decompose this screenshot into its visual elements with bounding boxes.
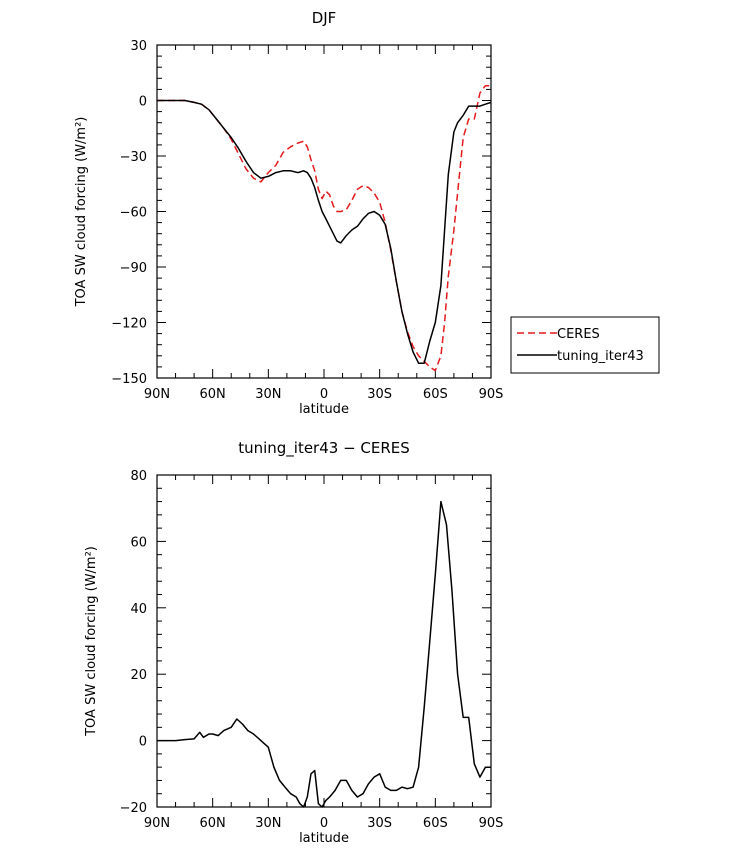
x-tick-label: 60S — [423, 816, 448, 831]
y-tick-label: −20 — [120, 801, 147, 816]
y-axis-label: TOA SW cloud forcing (W/m²) — [84, 546, 99, 737]
x-tick-label: 30S — [367, 816, 392, 831]
x-tick-label: 30S — [367, 387, 392, 402]
x-axis-label: latitude — [299, 831, 349, 846]
x-tick-label: 90S — [479, 816, 504, 831]
x-tick-label: 30N — [255, 387, 281, 402]
y-tick-label: 0 — [139, 95, 147, 110]
series-line-1 — [157, 99, 492, 364]
x-axis-label: latitude — [299, 402, 349, 417]
x-tick-label: 30N — [255, 816, 281, 831]
y-tick-label: 40 — [130, 602, 147, 617]
x-tick-label: 0 — [320, 387, 328, 402]
y-tick-label: −120 — [111, 317, 147, 332]
y-tick-label: 20 — [130, 668, 147, 683]
y-tick-label: −90 — [120, 261, 147, 276]
legend-box — [510, 316, 660, 374]
chart-title: tuning_iter43 − CERES — [238, 439, 410, 458]
chart-title: DJF — [312, 9, 337, 27]
y-tick-label: −60 — [120, 206, 147, 221]
series-line-0 — [157, 500, 491, 808]
x-tick-label: 0 — [320, 816, 328, 831]
legend-label-1: tuning_iter43 — [557, 349, 644, 364]
x-tick-label: 60N — [200, 387, 226, 402]
y-tick-label: 60 — [130, 535, 147, 550]
x-tick-label: 60S — [423, 387, 448, 402]
x-tick-label: 90N — [144, 387, 170, 402]
plot-frame — [156, 474, 492, 808]
x-tick-label: 90S — [479, 387, 504, 402]
legend: CERES tuning_iter43 — [510, 316, 660, 374]
legend-label-0: CERES — [557, 327, 600, 342]
y-tick-label: 0 — [139, 735, 147, 750]
plot-frame — [156, 44, 492, 379]
y-tick-label: 30 — [130, 39, 147, 54]
series-line-0 — [157, 84, 491, 372]
chart-bottom-panel: tuning_iter43 − CERES 90N 60N 30N 0 30S 60S 90S… — [84, 439, 503, 846]
y-tick-label: −30 — [120, 150, 147, 165]
chart-top-panel: DJF 90N 60N 30N 0 30S 60S 90S 30 0 −30 −60 −90 −120 −1… — [74, 9, 660, 417]
y-tick-label: −150 — [111, 372, 147, 387]
y-axis-label: TOA SW cloud forcing (W/m²) — [74, 117, 89, 308]
x-tick-label: 60N — [200, 816, 226, 831]
x-tick-label: 90N — [144, 816, 170, 831]
y-tick-label: 80 — [130, 469, 147, 484]
